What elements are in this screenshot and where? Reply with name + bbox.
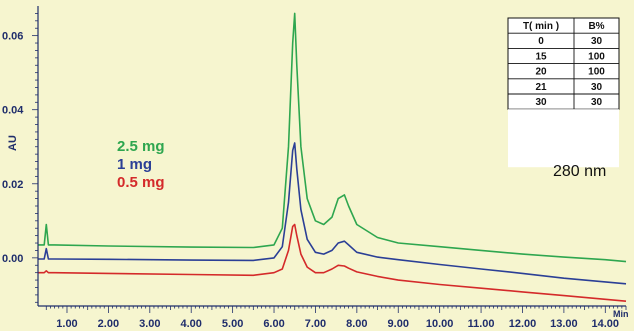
x-tick-label: 6.00	[263, 318, 284, 330]
y-tick-label: 0.04	[2, 105, 24, 117]
table-cell: 0	[538, 36, 544, 47]
table-cell: 30	[591, 82, 603, 93]
y-tick-label: 0.00	[2, 253, 23, 265]
series-layer	[38, 12, 627, 302]
table-header-cell: B%	[588, 21, 604, 32]
x-tick-label: 5.00	[222, 318, 243, 330]
legend-item: 2.5 mg	[117, 138, 165, 155]
gradient-table: T( min ) B% 0 30 15 100 20 100 21 30 30 30	[507, 17, 620, 168]
table-cell: 15	[535, 51, 547, 62]
wavelength-label: 280 nm	[553, 163, 606, 180]
x-tick-label: 3.00	[139, 318, 160, 330]
x-tick-label: 13.00	[550, 318, 578, 330]
x-axis-label: Min	[613, 309, 629, 319]
y-tick-label: 0.06	[2, 31, 23, 43]
x-ticks: 1.00 2.00 3.00 4.00 5.00 6.00 7.00 8.00 9.00 10.0…	[45, 306, 627, 330]
legend: 2.5 mg1 mg0.5 mg	[117, 138, 165, 191]
wavelength-panel	[508, 109, 619, 168]
table-cell: 100	[588, 51, 605, 62]
table-cell: 21	[535, 82, 547, 93]
x-tick-label: 1.00	[56, 318, 77, 330]
x-tick-label: 9.00	[388, 318, 409, 330]
table-cell: 30	[591, 97, 603, 108]
series-line	[38, 142, 627, 285]
x-tick-label: 12.00	[509, 318, 537, 330]
y-tick-label: 0.02	[2, 179, 23, 191]
table-header-cell: T( min )	[523, 21, 559, 32]
x-tick-label: 10.00	[426, 318, 454, 330]
x-tick-label: 14.00	[592, 318, 620, 330]
y-axis-label: AU	[7, 135, 19, 151]
y-ticks: 0.00 0.02 0.04 0.06	[2, 13, 38, 303]
legend-item: 1 mg	[117, 156, 152, 173]
table-cell: 30	[591, 36, 603, 47]
x-tick-label: 2.00	[98, 318, 119, 330]
legend-item: 0.5 mg	[117, 174, 165, 191]
series-line	[38, 223, 627, 302]
x-tick-label: 7.00	[305, 318, 326, 330]
table-cell: 20	[535, 67, 547, 78]
x-tick-label: 11.00	[468, 318, 495, 330]
series-line	[38, 12, 627, 263]
x-tick-label: 4.00	[181, 318, 202, 330]
x-tick-label: 8.00	[346, 318, 367, 330]
table-cell: 100	[588, 67, 605, 78]
axes-layer: 1.00 2.00 3.00 4.00 5.00 6.00 7.00 8.00 9.00 10.0…	[2, 6, 629, 330]
table-cell: 30	[535, 97, 547, 108]
